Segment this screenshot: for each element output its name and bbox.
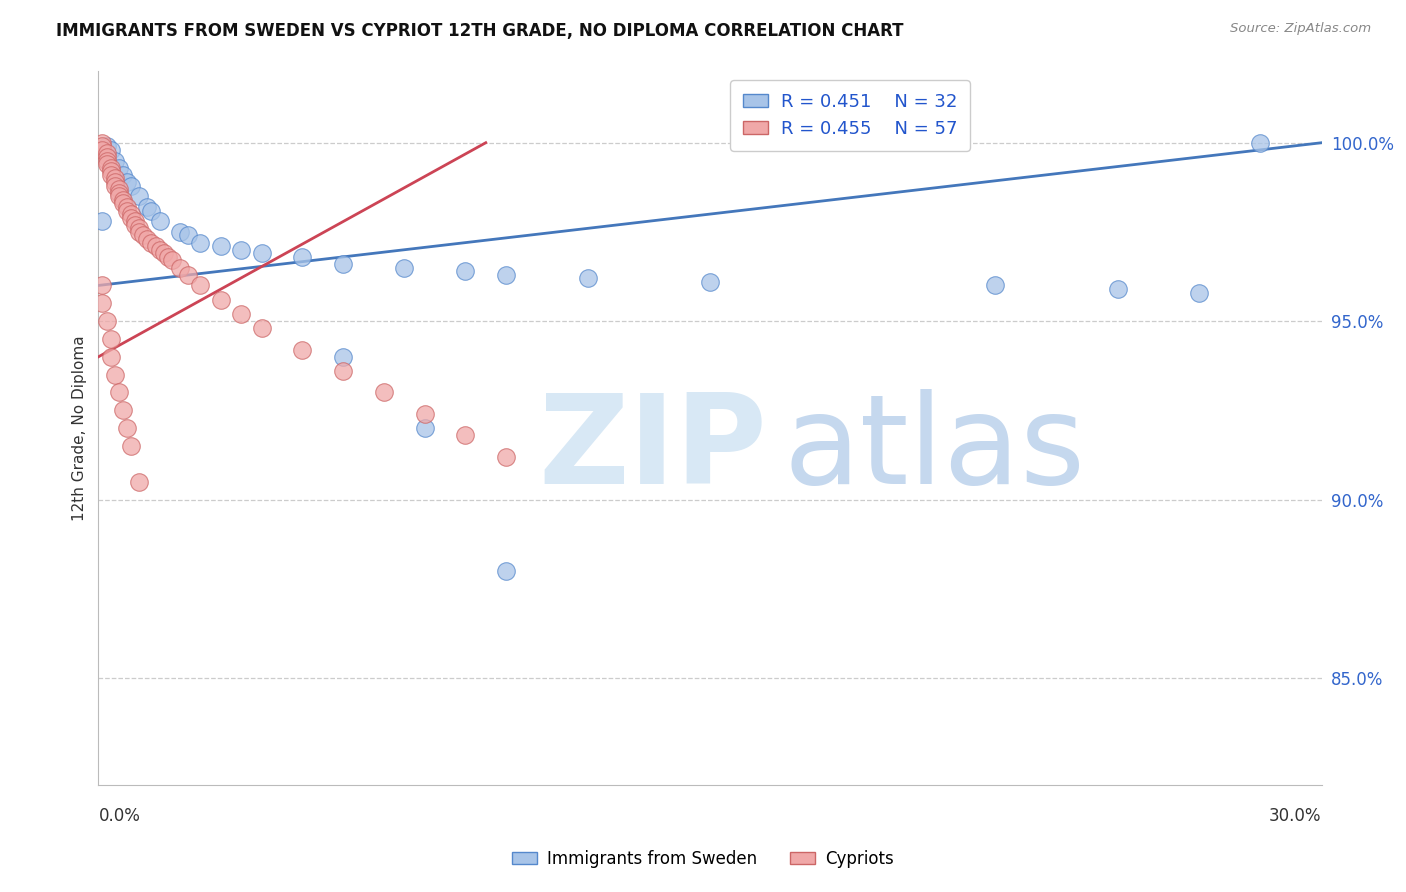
Point bbox=[495, 450, 517, 464]
Point bbox=[160, 253, 183, 268]
Point bbox=[111, 403, 134, 417]
Point bbox=[177, 268, 200, 282]
Point bbox=[104, 178, 127, 193]
Point bbox=[699, 275, 721, 289]
Point bbox=[115, 203, 138, 218]
Point bbox=[96, 150, 118, 164]
Point bbox=[1249, 136, 1271, 150]
Point bbox=[291, 250, 314, 264]
Point bbox=[132, 228, 155, 243]
Point bbox=[108, 182, 131, 196]
Point bbox=[100, 168, 122, 182]
Point bbox=[250, 246, 273, 260]
Point bbox=[576, 271, 599, 285]
Point bbox=[332, 257, 354, 271]
Point bbox=[495, 564, 517, 578]
Point bbox=[108, 385, 131, 400]
Point bbox=[332, 364, 354, 378]
Point bbox=[91, 143, 114, 157]
Text: atlas: atlas bbox=[783, 389, 1085, 510]
Point bbox=[120, 178, 142, 193]
Point bbox=[231, 243, 253, 257]
Point bbox=[124, 218, 146, 232]
Point bbox=[495, 268, 517, 282]
Text: 0.0%: 0.0% bbox=[98, 807, 141, 825]
Point bbox=[1107, 282, 1129, 296]
Point bbox=[149, 214, 172, 228]
Point bbox=[188, 235, 212, 250]
Point bbox=[291, 343, 314, 357]
Point bbox=[100, 350, 122, 364]
Point bbox=[104, 153, 127, 168]
Point bbox=[91, 136, 114, 150]
Point bbox=[169, 260, 191, 275]
Point bbox=[454, 428, 477, 442]
Point bbox=[332, 350, 354, 364]
Text: IMMIGRANTS FROM SWEDEN VS CYPRIOT 12TH GRADE, NO DIPLOMA CORRELATION CHART: IMMIGRANTS FROM SWEDEN VS CYPRIOT 12TH G… bbox=[56, 22, 904, 40]
Point bbox=[169, 225, 191, 239]
Point bbox=[100, 332, 122, 346]
Point bbox=[136, 232, 159, 246]
Point bbox=[111, 168, 134, 182]
Point bbox=[91, 296, 114, 310]
Point bbox=[156, 250, 179, 264]
Point bbox=[104, 175, 127, 189]
Point bbox=[984, 278, 1007, 293]
Point bbox=[120, 439, 142, 453]
Point bbox=[209, 293, 232, 307]
Text: ZIP: ZIP bbox=[538, 389, 768, 510]
Point bbox=[96, 153, 118, 168]
Point bbox=[145, 239, 167, 253]
Point bbox=[124, 214, 146, 228]
Point bbox=[120, 211, 142, 225]
Point bbox=[111, 196, 134, 211]
Point bbox=[128, 221, 150, 235]
Point bbox=[108, 186, 131, 200]
Point bbox=[104, 171, 127, 186]
Text: 30.0%: 30.0% bbox=[1270, 807, 1322, 825]
Point bbox=[1188, 285, 1211, 300]
Point bbox=[96, 139, 118, 153]
Point bbox=[141, 203, 163, 218]
Point bbox=[136, 200, 159, 214]
Text: Source: ZipAtlas.com: Source: ZipAtlas.com bbox=[1230, 22, 1371, 36]
Y-axis label: 12th Grade, No Diploma: 12th Grade, No Diploma bbox=[72, 335, 87, 521]
Point bbox=[413, 407, 436, 421]
Point bbox=[128, 225, 150, 239]
Point bbox=[91, 278, 114, 293]
Point bbox=[141, 235, 163, 250]
Point bbox=[96, 146, 118, 161]
Point bbox=[120, 207, 142, 221]
Point bbox=[128, 189, 150, 203]
Point bbox=[96, 157, 118, 171]
Point bbox=[209, 239, 232, 253]
Point bbox=[115, 421, 138, 435]
Point bbox=[188, 278, 212, 293]
Point bbox=[413, 421, 436, 435]
Legend: R = 0.451    N = 32, R = 0.455    N = 57: R = 0.451 N = 32, R = 0.455 N = 57 bbox=[730, 80, 970, 151]
Point bbox=[152, 246, 174, 260]
Point bbox=[108, 161, 131, 175]
Point bbox=[128, 475, 150, 489]
Point bbox=[115, 200, 138, 214]
Point bbox=[91, 139, 114, 153]
Point bbox=[100, 143, 122, 157]
Point bbox=[177, 228, 200, 243]
Point bbox=[96, 314, 118, 328]
Point bbox=[100, 161, 122, 175]
Point bbox=[373, 385, 395, 400]
Point bbox=[91, 214, 114, 228]
Legend: Immigrants from Sweden, Cypriots: Immigrants from Sweden, Cypriots bbox=[505, 844, 901, 875]
Point bbox=[250, 321, 273, 335]
Point bbox=[231, 307, 253, 321]
Point bbox=[149, 243, 172, 257]
Point bbox=[115, 175, 138, 189]
Point bbox=[392, 260, 416, 275]
Point bbox=[108, 189, 131, 203]
Point bbox=[100, 164, 122, 178]
Point bbox=[104, 368, 127, 382]
Point bbox=[111, 193, 134, 207]
Point bbox=[454, 264, 477, 278]
